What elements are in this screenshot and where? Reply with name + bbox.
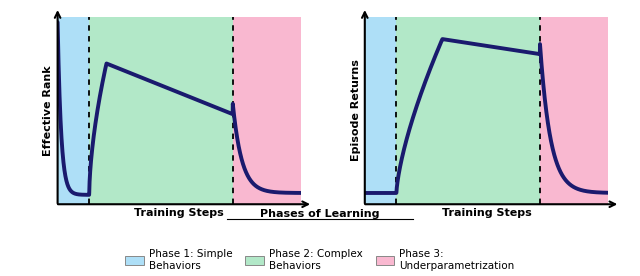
Bar [233, 17, 301, 204]
X-axis label: Training Steps: Training Steps [442, 208, 531, 218]
Bar [365, 17, 396, 204]
X-axis label: Training Steps: Training Steps [134, 208, 224, 218]
Legend: Phase 1: Simple
Behaviors, Phase 2: Complex
Behaviors, Phase 3:
Underparametriza: Phase 1: Simple Behaviors, Phase 2: Comp… [125, 249, 515, 271]
Y-axis label: Effective Rank: Effective Rank [44, 65, 53, 156]
Y-axis label: Episode Returns: Episode Returns [351, 59, 360, 161]
Bar [89, 17, 233, 204]
Bar [58, 17, 89, 204]
Bar [540, 17, 608, 204]
Bar [396, 17, 540, 204]
Text: Phases of Learning: Phases of Learning [260, 209, 380, 219]
